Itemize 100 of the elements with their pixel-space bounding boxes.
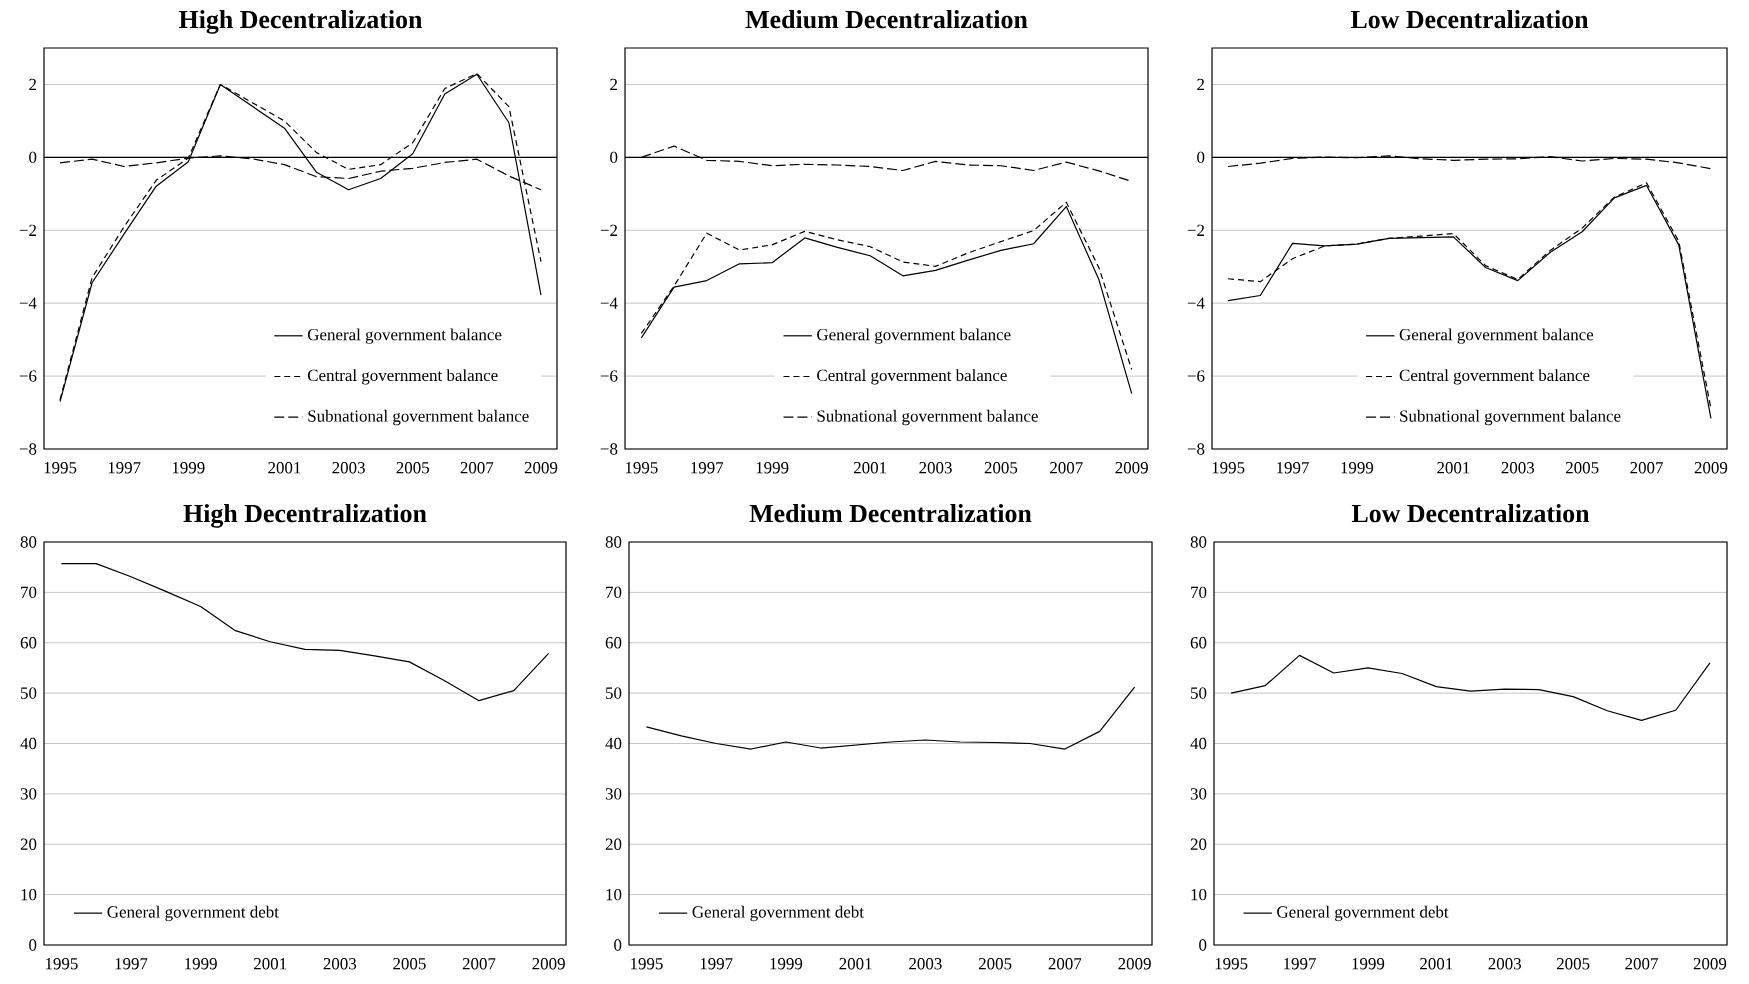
y-tick-label: −2 [19,224,37,236]
x-tick-label: 2007 [1630,462,1663,474]
y-tick-label: 0 [29,151,37,164]
x-tick-label: 2007 [1048,958,1082,970]
x-tick-label: 1997 [691,462,724,474]
legend-label: General government balance [1399,328,1594,344]
y-tick-label: 50 [1191,687,1207,699]
x-tick-label: 2005 [1565,462,1599,474]
line-series [1230,654,1711,721]
y-tick-label: 70 [21,586,37,599]
y-tick-label: 30 [1190,788,1207,800]
y-tick-label: 40 [1190,737,1207,750]
y-tick-label: −8 [1187,443,1205,455]
x-tick-label: 1999 [185,958,217,970]
y-tick-label: 60 [1190,637,1207,649]
legend-label: General government balance [817,328,1011,344]
x-tick-label: 1995 [631,958,663,970]
legend-label: Subnational government balance [817,409,1038,426]
x-tick-label: 2009 [532,958,565,970]
x-tick-label: 2003 [332,462,365,474]
y-tick-label: 30 [20,788,37,800]
y-tick-label: 60 [605,637,622,649]
x-tick-label: 2007 [462,958,496,970]
x-tick-label: 1997 [1277,462,1309,474]
legend-label: General government balance [307,328,502,344]
x-tick-label: 2001 [1437,462,1470,474]
y-tick-label: 0 [1197,151,1205,164]
x-tick-label: 2005 [978,958,1012,970]
x-tick-label: 2001 [268,462,301,474]
x-tick-label: 1997 [1284,958,1316,970]
y-tick-label: −6 [600,370,618,382]
x-tick-label: 2003 [919,462,952,474]
chart-title: Low Decentralization [1351,504,1590,523]
x-tick-label: 1999 [756,462,789,474]
y-tick-label: 50 [20,687,37,699]
y-tick-label: 80 [20,536,37,548]
x-tick-label: 1997 [115,958,148,970]
x-tick-label: 2001 [839,958,872,970]
x-tick-label: 1995 [1212,462,1245,474]
x-tick-label: 2009 [1115,462,1148,474]
x-tick-label: 1995 [1215,958,1248,970]
x-tick-label: 2003 [323,958,357,970]
y-tick-label: 20 [20,838,37,850]
legend-label: Subnational government balance [308,409,529,426]
x-tick-label: 2005 [984,462,1018,474]
x-tick-label: 2005 [393,958,426,970]
x-tick-label: 2007 [1625,958,1658,970]
x-tick-label: 1999 [770,958,803,970]
y-tick-label: 30 [605,788,622,800]
y-tick-label: 0 [614,939,622,951]
chart-title: Medium Decentralization [749,504,1032,523]
x-tick-label: 2009 [1693,958,1727,970]
y-tick-label: 40 [605,737,622,750]
x-tick-label: 2001 [853,462,887,474]
legend-label: General government debt [692,905,864,922]
y-tick-label: 80 [605,536,622,548]
legend-label: Subnational government balance [1400,409,1621,426]
y-tick-label: 0 [610,151,618,164]
y-tick-label: 2 [29,78,37,91]
y-tick-label: 10 [1191,888,1207,901]
x-tick-label: 1997 [700,958,733,970]
y-tick-label: 2 [610,78,618,91]
y-tick-label: 2 [1197,78,1205,91]
x-tick-label: 1995 [44,462,77,474]
x-tick-label: 1999 [1352,958,1385,970]
y-tick-label: −8 [19,443,37,455]
legend-label: General government debt [107,905,279,922]
legend-label: General government debt [1277,905,1449,922]
x-tick-label: 1999 [172,462,205,474]
y-tick-label: −6 [19,370,37,382]
x-tick-label: 2007 [1050,462,1083,474]
x-tick-label: 2001 [1420,958,1453,970]
y-tick-label: −4 [19,297,37,309]
x-tick-label: 2009 [1694,462,1728,474]
x-tick-label: 1995 [625,462,658,474]
y-tick-label: −2 [600,224,618,236]
y-tick-label: −4 [600,297,618,309]
y-tick-label: 10 [21,888,37,901]
legend-label: Central government balance [1399,369,1590,385]
x-tick-label: 2005 [396,462,429,474]
x-tick-label: 2005 [1556,958,1590,970]
y-tick-label: −8 [600,443,618,455]
x-tick-label: 2003 [909,958,942,970]
chart-title: Low Decentralization [1350,10,1589,29]
chart-title: Medium Decentralization [745,10,1028,29]
y-tick-label: 0 [1199,939,1207,951]
y-tick-label: 70 [606,586,622,599]
y-tick-label: 40 [20,737,37,750]
y-tick-label: 60 [20,637,37,649]
y-tick-label: 10 [606,888,622,901]
x-tick-label: 1999 [1341,462,1374,474]
x-tick-label: 1995 [45,958,78,970]
x-tick-label: 2003 [1488,958,1521,970]
chart-title: High Decentralization [179,10,423,34]
y-tick-label: −6 [1187,370,1205,382]
chart-title: High Decentralization [183,504,427,528]
x-tick-label: 2003 [1501,462,1535,474]
y-tick-label: 80 [1190,536,1207,548]
y-tick-label: −2 [1187,224,1205,236]
y-tick-label: 0 [29,939,37,951]
